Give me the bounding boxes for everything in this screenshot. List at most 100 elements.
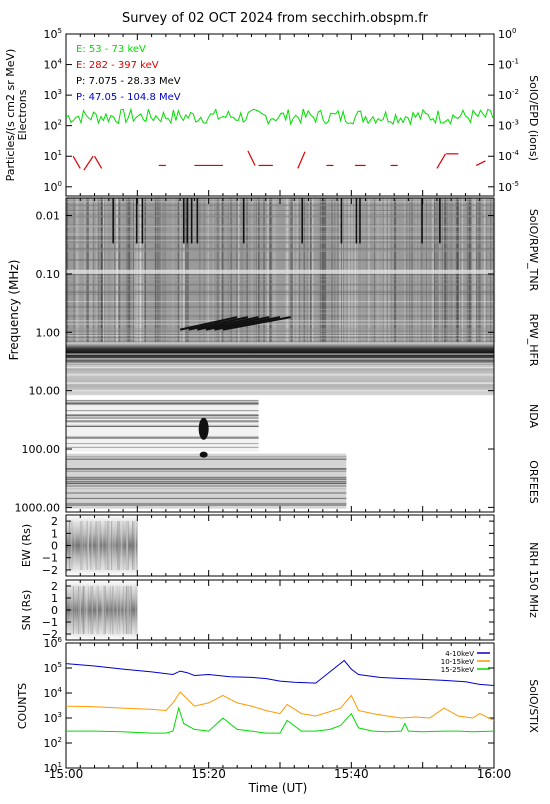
time-tick-label: 15:20: [191, 767, 226, 781]
tnr-row: [66, 236, 494, 238]
nrh-column: [129, 586, 131, 634]
nrh-column: [77, 586, 79, 634]
nrh-column: [128, 586, 130, 634]
tnr-burst: [196, 198, 199, 244]
nrh-column: [78, 586, 80, 634]
nrh-column: [82, 586, 84, 634]
radio-spectrogram-panel: 0.01 0.10 1.00 10.00 100.00 1000.00 Frequency …: [7, 197, 496, 514]
nda-row: [66, 436, 259, 438]
tnr-row: [66, 337, 494, 339]
orfees-row: [66, 481, 347, 483]
nrh-y-tick-label: −1: [42, 616, 58, 629]
orfees-row: [66, 497, 347, 500]
tnr-row: [66, 306, 494, 308]
nrh-column: [97, 521, 99, 570]
orfees-row: [66, 470, 347, 472]
nda-row: [66, 443, 259, 445]
tnr-burst: [355, 198, 358, 244]
nrh-column: [92, 521, 94, 570]
tnr-row: [66, 216, 494, 218]
tnr-row: [66, 293, 494, 295]
nrh-column: [120, 521, 122, 570]
tnr-row: [66, 250, 494, 252]
nrh-column: [127, 586, 129, 634]
nrh-column: [107, 521, 109, 570]
time-axis: 15:00 15:20 15:40 16:00: [49, 767, 512, 781]
nrh-column: [112, 586, 114, 634]
orfees-row: [66, 476, 347, 478]
stix-y-tick-label: 106: [44, 636, 63, 650]
tnr-burst: [190, 198, 193, 244]
epd-series-segment-red: [247, 150, 256, 166]
nrh-column: [86, 521, 88, 570]
epd-y-tick-label: 104: [44, 58, 63, 72]
nrh-column: [98, 521, 100, 570]
nda-row: [66, 420, 259, 422]
orfees-row: [66, 479, 347, 482]
nrh-column: [74, 521, 76, 570]
nrh-column: [79, 586, 81, 634]
hfr-row: [66, 366, 494, 369]
nrh-column: [102, 586, 104, 634]
nrh-column: [126, 521, 128, 570]
frequency-tick-label: 100.00: [22, 443, 61, 456]
nrh-column: [116, 586, 118, 634]
nrh-column: [120, 586, 122, 634]
orfees-row: [66, 504, 347, 506]
nrh-column: [106, 521, 108, 570]
nrh-column: [87, 521, 89, 570]
epd-y-axis-label-2: Electrons: [16, 89, 29, 140]
tnr-row: [66, 333, 494, 335]
epd-legend-entry: P: 7.075 - 28.33 MeV: [76, 76, 181, 87]
tnr-row: [66, 320, 494, 322]
nrh-column: [126, 586, 128, 634]
epd-y-axis-label: Particles/(s cm2 sr MeV): [4, 49, 17, 182]
epd-series-segment-red: [297, 151, 306, 169]
nrh-column: [112, 586, 114, 634]
nrh-y-tick-label: 2: [51, 580, 58, 593]
epd-y-tick-label: 100: [44, 180, 62, 194]
orfees-row: [66, 492, 347, 494]
nrh-column: [104, 586, 106, 634]
nrh-column: [120, 521, 122, 570]
epd-y2-tick-label: 10-2: [498, 88, 519, 102]
tnr-row: [66, 204, 494, 206]
nrh-column: [83, 586, 85, 634]
orfees-row: [66, 488, 347, 490]
hfr-row: [66, 382, 494, 385]
tnr-row: [66, 226, 494, 228]
tnr-burst: [182, 198, 185, 244]
hfr-row: [66, 353, 494, 355]
stix-y-tick-label: 104: [44, 686, 63, 700]
nrh-column: [113, 586, 115, 634]
tnr-drift-burst: [188, 316, 249, 331]
stix-panel: 101 102 103 104 105 106 COUNTS 4-10keV10-15keV1…: [16, 636, 495, 775]
chart-title: Survey of 02 OCT 2024 from secchirh.obsp…: [122, 11, 429, 26]
nrh-column: [111, 521, 113, 570]
tnr-row: [66, 225, 494, 227]
epd-y2-tick-label: 10-3: [498, 119, 519, 133]
nrh-column: [102, 521, 104, 570]
tnr-row: [66, 248, 494, 250]
tnr-row: [66, 276, 494, 278]
epd-series-segment-red: [436, 153, 447, 169]
orfees-row: [66, 502, 347, 505]
tnr-row: [66, 320, 494, 322]
nrh-column: [75, 586, 77, 634]
nrh-column: [108, 586, 110, 634]
nrh-column: [127, 521, 129, 570]
frequency-tick-label: 10.00: [29, 385, 61, 398]
tnr-row: [66, 249, 494, 251]
tnr-drift-burst: [205, 316, 270, 331]
tnr-row: [66, 234, 494, 236]
nrh-column: [101, 586, 103, 634]
epd-legend-entry: E: 282 - 397 keV: [76, 60, 159, 71]
nrh-column: [116, 586, 118, 634]
nrh-column: [132, 521, 134, 570]
stix-y-tick-label: 102: [44, 736, 62, 750]
nrh-image: [66, 580, 138, 640]
tnr-row: [66, 334, 494, 336]
nda-burst: [198, 417, 209, 440]
tnr-drift-burst: [179, 316, 238, 331]
nrh-y-tick-label: 0: [51, 540, 58, 553]
